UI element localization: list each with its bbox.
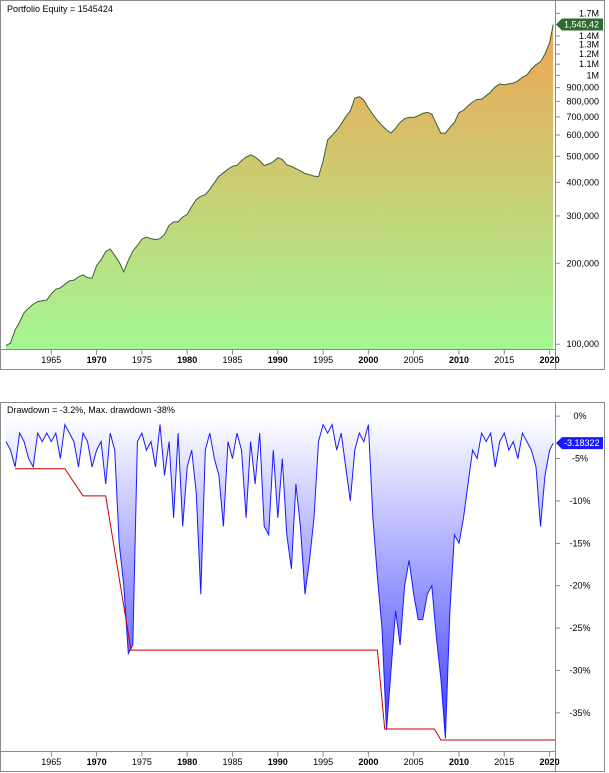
y-tick-label: -10% [569, 496, 590, 506]
y-tick-label: -35% [569, 708, 590, 718]
equity-line [5, 24, 554, 346]
x-tick-label: 1985 [222, 355, 242, 365]
y-tick-label: 1.7M [579, 8, 599, 18]
x-tick-label: 2005 [404, 757, 424, 767]
y-tick-label: 1.2M [579, 49, 599, 59]
x-tick-label: 1990 [268, 757, 288, 767]
x-tick-label: 2010 [449, 355, 469, 365]
x-tick-label: 1975 [132, 355, 152, 365]
x-tick-label: 1970 [87, 757, 107, 767]
x-tick-label: 2005 [404, 355, 424, 365]
y-tick-label: 400,000 [566, 177, 599, 187]
equity-last-value-label: 1,545,42 [564, 20, 599, 30]
y-tick-label: 1.1M [579, 59, 599, 69]
x-tick-label: 2000 [358, 355, 378, 365]
x-tick-label: 1975 [132, 757, 152, 767]
y-tick-label: 1.4M [579, 31, 599, 41]
drawdown-panel-frame [0, 402, 605, 772]
y-tick-label: -5% [572, 454, 588, 464]
y-tick-label: 900,000 [566, 83, 599, 93]
x-tick-label: 2000 [358, 757, 378, 767]
x-tick-label: 1980 [177, 355, 197, 365]
x-tick-label: 1980 [177, 757, 197, 767]
drawdown-area [6, 416, 554, 739]
y-tick-label: 700,000 [566, 112, 599, 122]
equity-last-value-badge [556, 18, 603, 31]
x-tick-label: 2015 [494, 355, 514, 365]
x-tick-label: 1985 [222, 757, 242, 767]
y-tick-label: 500,000 [566, 151, 599, 161]
y-tick-label: -30% [569, 665, 590, 675]
drawdown-line [5, 422, 554, 739]
y-tick-label: -25% [569, 623, 590, 633]
y-tick-label: 0% [573, 411, 586, 421]
y-tick-label: 1M [586, 70, 599, 80]
equity-area [6, 24, 554, 349]
drawdown-last-value-badge [556, 437, 603, 450]
y-tick-label: 600,000 [566, 130, 599, 140]
y-tick-label: 800,000 [566, 96, 599, 106]
y-tick-label: -20% [569, 581, 590, 591]
x-tick-label: 1965 [41, 355, 61, 365]
equity-panel-frame [0, 0, 605, 370]
y-tick-label: 300,000 [566, 211, 599, 221]
x-tick-label: 2015 [494, 757, 514, 767]
y-tick-label: -15% [569, 538, 590, 548]
equity-panel-title: Portfolio Equity = 1545424 [7, 4, 113, 14]
x-tick-label: 1970 [87, 355, 107, 365]
y-tick-label: 1.3M [579, 40, 599, 50]
x-tick-label: 1995 [313, 355, 333, 365]
drawdown-last-value-label: -3.18322 [564, 438, 600, 448]
x-tick-label: 2010 [449, 757, 469, 767]
x-tick-label: 2020 [540, 757, 560, 767]
drawdown-panel-title: Drawdown = -3.2%, Max. drawdown -38% [7, 405, 175, 415]
max-drawdown-line [15, 468, 555, 741]
x-tick-label: 1990 [268, 355, 288, 365]
x-tick-label: 1995 [313, 757, 333, 767]
x-tick-label: 2020 [540, 355, 560, 365]
y-tick-label: 200,000 [566, 258, 599, 268]
y-tick-label: 100,000 [566, 339, 599, 349]
x-tick-label: 1965 [41, 757, 61, 767]
